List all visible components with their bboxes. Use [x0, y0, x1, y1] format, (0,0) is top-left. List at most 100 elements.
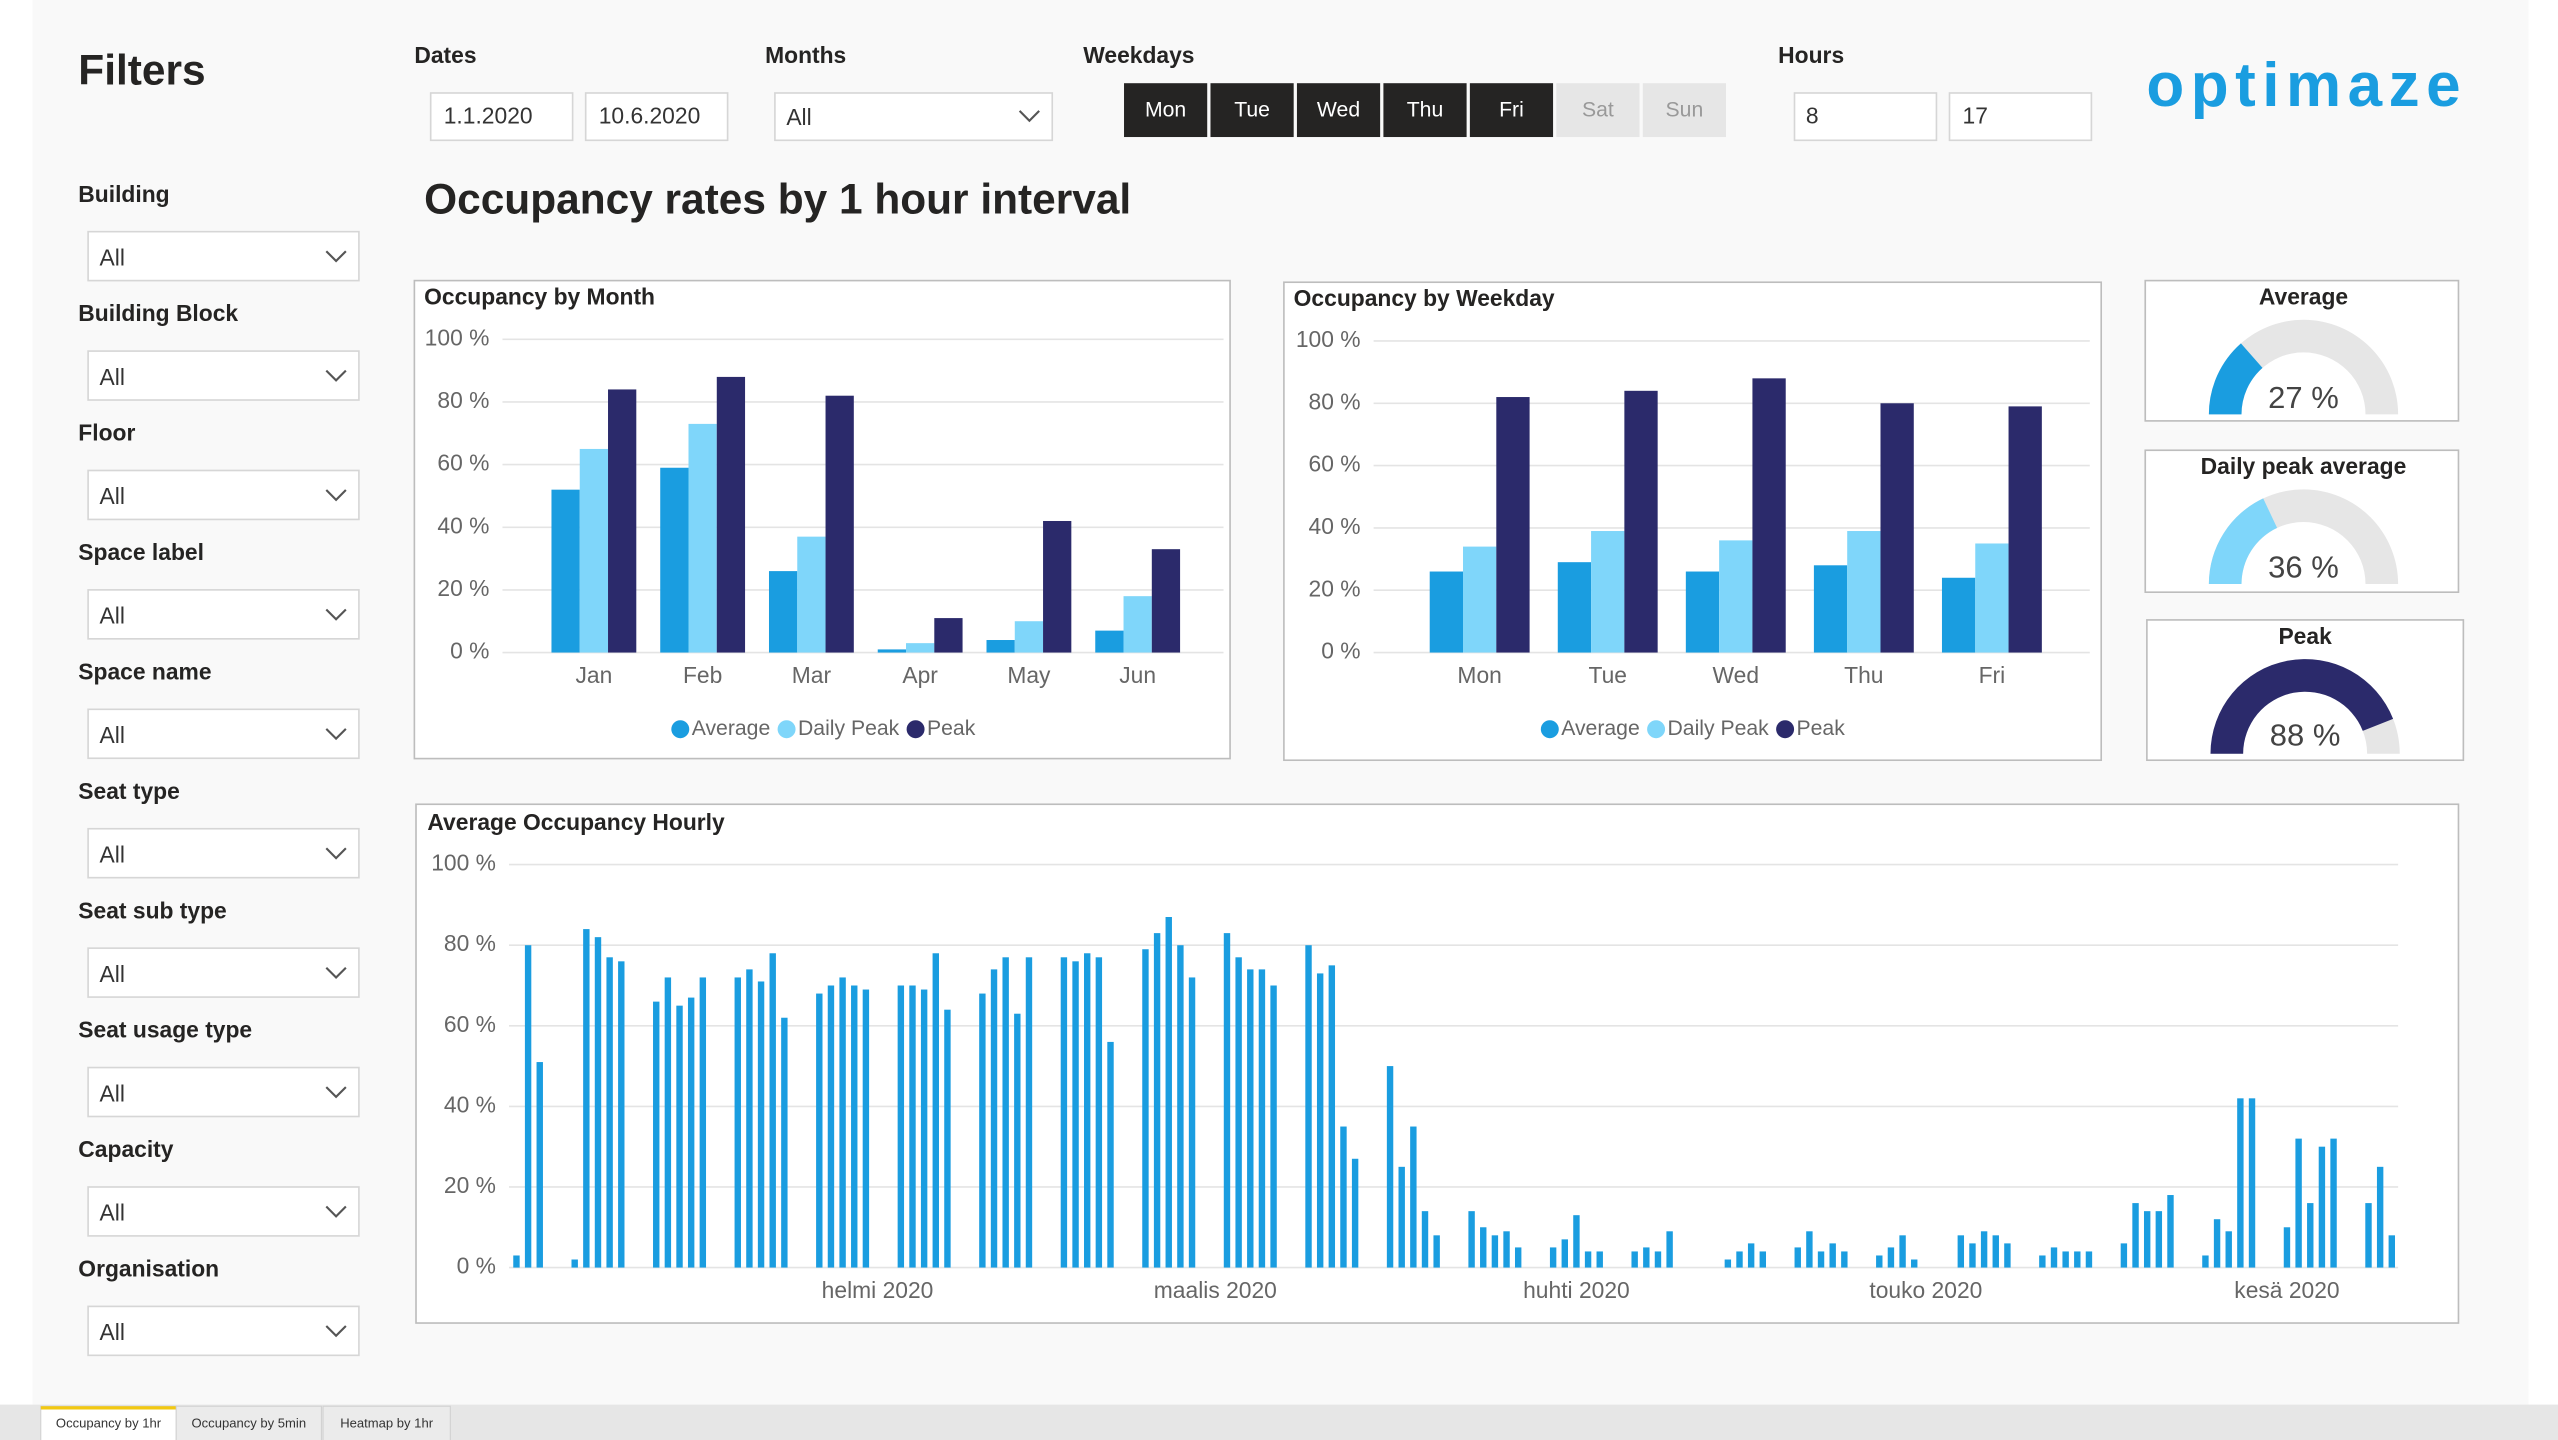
- hour-to[interactable]: 17: [1963, 102, 1988, 128]
- filter-value[interactable]: All: [100, 961, 125, 987]
- filter-label: Capacity: [78, 1136, 173, 1162]
- weekday-button[interactable]: [1124, 83, 1208, 138]
- filter-label: Seat sub type: [78, 897, 226, 923]
- chevron: [325, 1205, 347, 1218]
- tab[interactable]: [40, 1405, 177, 1440]
- tab-label[interactable]: Heatmap by 1hr: [340, 1416, 433, 1431]
- weekday-button[interactable]: [1296, 83, 1381, 138]
- bar: [1817, 1251, 1825, 1268]
- weekday-button[interactable]: [1556, 83, 1640, 138]
- months-value[interactable]: All: [786, 104, 811, 130]
- filter-value[interactable]: All: [100, 841, 125, 867]
- legend-marker: [1540, 720, 1559, 739]
- bar: [797, 536, 826, 653]
- filter-dropdown[interactable]: [87, 230, 360, 282]
- bar: [1258, 969, 1266, 1268]
- weekday-label[interactable]: Mon: [1145, 99, 1186, 122]
- hours-label: Hours: [1778, 42, 1844, 68]
- tab-label[interactable]: Occupancy by 1hr: [56, 1416, 162, 1431]
- weekday-label[interactable]: Sun: [1666, 99, 1704, 122]
- filter-dropdown[interactable]: [87, 350, 360, 401]
- gauge-value-label: 36 %: [2268, 550, 2339, 585]
- bar: [1549, 1247, 1557, 1268]
- filter-value[interactable]: All: [100, 603, 125, 629]
- bar: [2213, 1219, 2221, 1268]
- x-tick-label: huhti 2020: [1523, 1277, 1630, 1303]
- filter-value[interactable]: All: [100, 364, 125, 390]
- chart-title: Peak: [2278, 623, 2332, 649]
- bar: [934, 618, 963, 653]
- legend-marker: [777, 720, 796, 739]
- filter-value[interactable]: All: [100, 244, 125, 270]
- filter-dropdown[interactable]: [87, 469, 360, 521]
- bar: [1813, 565, 1848, 653]
- bar: [2237, 1098, 2244, 1268]
- weekday-label[interactable]: Tue: [1234, 99, 1270, 122]
- filter-dropdown[interactable]: [87, 947, 360, 998]
- filter-value[interactable]: All: [100, 1200, 125, 1226]
- bar: [839, 977, 846, 1268]
- filter-label: Building Block: [78, 300, 238, 326]
- filter-label: Building: [78, 181, 169, 207]
- weekday-button[interactable]: [1210, 83, 1294, 138]
- filter-value[interactable]: All: [100, 1080, 125, 1106]
- filter-value[interactable]: All: [100, 722, 125, 748]
- filter-dropdown[interactable]: [87, 1066, 360, 1118]
- bar: [909, 985, 916, 1268]
- y-tick-label: 20 %: [1309, 575, 1361, 601]
- weekday-button[interactable]: [1642, 83, 1726, 138]
- tab[interactable]: [175, 1405, 322, 1440]
- bar: [1591, 531, 1625, 653]
- bar: [2248, 1098, 2256, 1268]
- bar: [944, 1009, 951, 1268]
- filter-label: Seat type: [78, 778, 180, 804]
- date-to-box[interactable]: [584, 92, 729, 142]
- tab-label[interactable]: Occupancy by 5min: [192, 1416, 307, 1431]
- date-from-box[interactable]: [429, 92, 574, 142]
- bar: [1095, 630, 1124, 653]
- weekday-button[interactable]: [1469, 83, 1554, 138]
- filter-dropdown[interactable]: [87, 708, 360, 760]
- filter-dropdown[interactable]: [87, 827, 360, 879]
- chart-frame: [1283, 281, 2103, 762]
- legend-label: Daily Peak: [1668, 717, 1770, 740]
- weekday-label[interactable]: Sat: [1582, 99, 1614, 122]
- filter-dropdown[interactable]: [87, 1186, 360, 1237]
- filter-dropdown[interactable]: [87, 1305, 360, 1357]
- bar: [1514, 1247, 1522, 1268]
- bar: [1624, 390, 1658, 653]
- bar: [618, 961, 625, 1268]
- filter-value[interactable]: All: [100, 483, 125, 509]
- chart-title: Average Occupancy Hourly: [427, 809, 725, 835]
- bar: [2376, 1166, 2384, 1268]
- filter-label: Floor: [78, 420, 135, 446]
- x-tick-label: Apr: [902, 662, 938, 688]
- bar: [2330, 1138, 2337, 1268]
- bar: [862, 989, 870, 1268]
- chart-title: Average: [2259, 284, 2348, 310]
- date-to[interactable]: 10.6.2020: [599, 102, 701, 128]
- bar: [2008, 406, 2042, 653]
- y-tick-label: 100 %: [425, 324, 490, 350]
- hour-from-box[interactable]: [1793, 92, 1938, 142]
- months-dropdown[interactable]: [774, 92, 1054, 142]
- hour-from[interactable]: 8: [1806, 102, 1819, 128]
- filter-value[interactable]: All: [100, 1319, 125, 1345]
- bar: [1153, 933, 1161, 1268]
- bar: [825, 395, 854, 653]
- weekday-label[interactable]: Thu: [1407, 99, 1444, 122]
- bar: [2295, 1138, 2302, 1268]
- bar: [1503, 1231, 1510, 1268]
- weekday-label[interactable]: Fri: [1499, 99, 1524, 122]
- weekday-button[interactable]: [1383, 83, 1467, 138]
- bar: [2225, 1231, 2232, 1268]
- tab[interactable]: [322, 1405, 451, 1440]
- weekday-label[interactable]: Wed: [1317, 99, 1360, 122]
- y-tick-label: 40 %: [437, 512, 489, 538]
- filter-dropdown[interactable]: [87, 589, 360, 640]
- bar: [746, 969, 753, 1268]
- bar: [1123, 596, 1152, 653]
- hour-to-box[interactable]: [1948, 92, 2093, 142]
- bar: [1724, 1259, 1732, 1268]
- date-from[interactable]: 1.1.2020: [444, 102, 533, 128]
